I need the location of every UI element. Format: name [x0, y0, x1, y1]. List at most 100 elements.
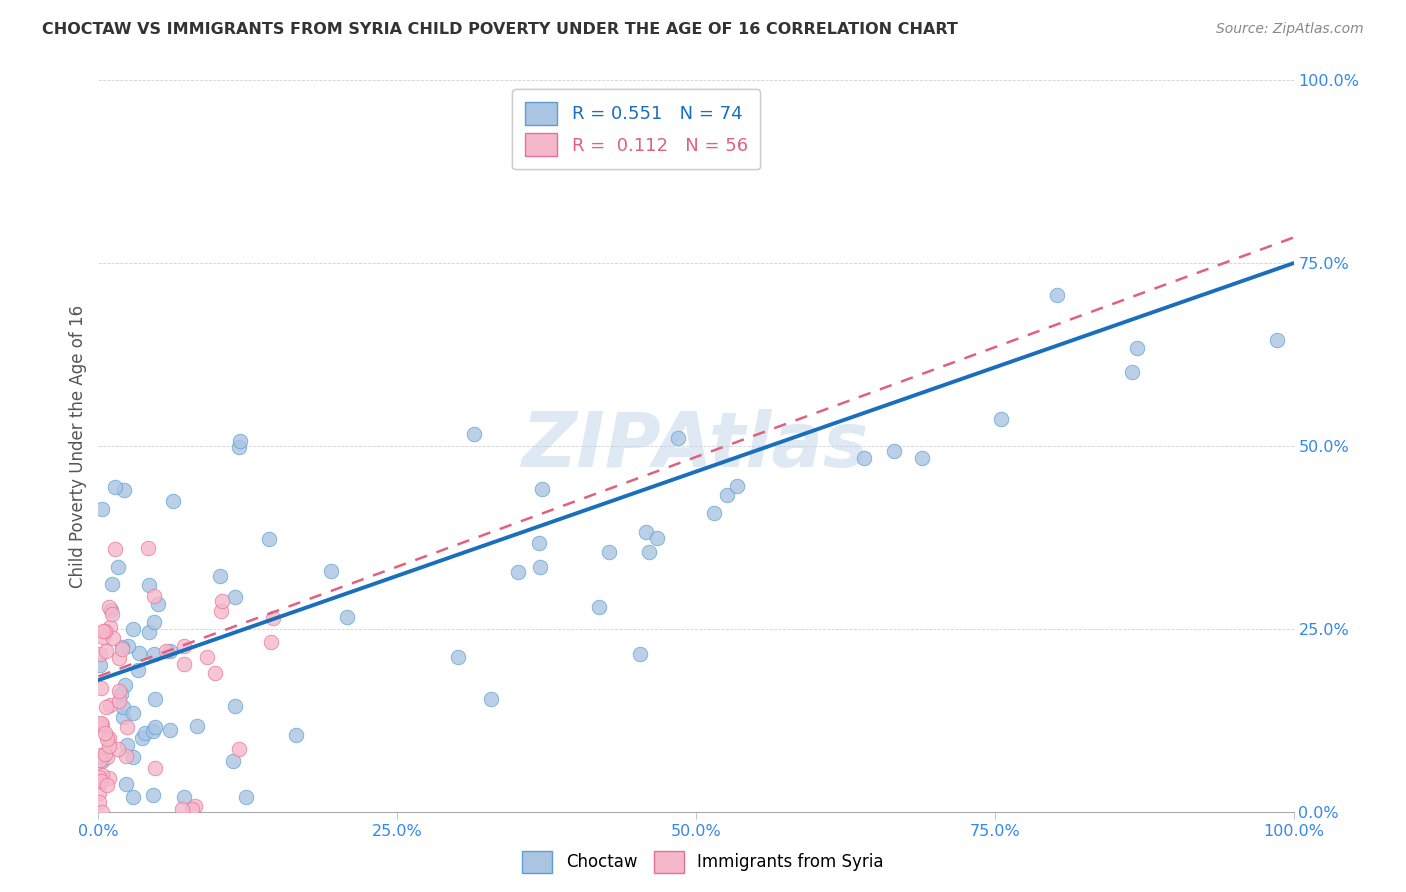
Point	[725, 479, 748, 493]
Point	[96, 778, 118, 792]
Point	[122, 622, 145, 636]
Point	[668, 431, 690, 445]
Point	[336, 610, 359, 624]
Point	[138, 578, 160, 592]
Y-axis label: Child Poverty Under the Age of 16: Child Poverty Under the Age of 16	[69, 304, 87, 588]
Point	[134, 725, 156, 739]
Point	[115, 738, 138, 752]
Point	[111, 641, 134, 656]
Point	[1265, 334, 1288, 348]
Point	[173, 657, 195, 671]
Point	[97, 739, 120, 753]
Point	[990, 412, 1012, 426]
Point	[89, 770, 111, 784]
Point	[127, 663, 149, 677]
Point	[628, 647, 651, 661]
Point	[97, 731, 120, 745]
Point	[90, 774, 112, 789]
Point	[138, 624, 160, 639]
Point	[853, 451, 876, 466]
Point	[107, 560, 129, 574]
Point	[224, 698, 246, 713]
Point	[195, 650, 218, 665]
Point	[98, 698, 121, 712]
Text: ZIPAtlas: ZIPAtlas	[522, 409, 870, 483]
Point	[479, 691, 502, 706]
Point	[142, 615, 165, 629]
Point	[90, 748, 112, 763]
Point	[173, 640, 195, 654]
Point	[104, 542, 127, 557]
Point	[463, 426, 485, 441]
Point	[111, 700, 134, 714]
Point	[89, 786, 111, 800]
Point	[159, 644, 181, 658]
Point	[527, 535, 550, 549]
Point	[91, 805, 114, 819]
Point	[211, 594, 233, 608]
Point	[131, 731, 153, 745]
Point	[89, 716, 111, 731]
Point	[103, 632, 125, 646]
Point	[143, 589, 166, 603]
Point	[98, 620, 121, 634]
Text: Source: ZipAtlas.com: Source: ZipAtlas.com	[1216, 22, 1364, 37]
Point	[93, 624, 115, 638]
Point	[222, 755, 245, 769]
Point	[703, 506, 725, 520]
Point	[142, 789, 165, 803]
Point	[209, 569, 232, 583]
Point	[90, 715, 112, 730]
Point	[112, 710, 135, 724]
Point	[229, 434, 252, 448]
Point	[170, 801, 193, 815]
Point	[90, 768, 112, 782]
Point	[1046, 288, 1069, 302]
Point	[260, 635, 283, 649]
Point	[146, 597, 169, 611]
Point	[530, 482, 553, 496]
Point	[262, 610, 284, 624]
Point	[883, 444, 905, 458]
Point	[319, 564, 342, 578]
Point	[506, 565, 529, 579]
Point	[94, 644, 117, 658]
Point	[636, 524, 658, 539]
Point	[143, 648, 166, 662]
Point	[107, 741, 129, 756]
Point	[645, 531, 668, 545]
Point	[128, 646, 150, 660]
Point	[209, 604, 232, 618]
Point	[117, 639, 139, 653]
Point	[115, 720, 138, 734]
Point	[89, 648, 111, 662]
Point	[162, 493, 184, 508]
Point	[184, 799, 207, 814]
Point	[94, 700, 117, 714]
Point	[91, 755, 114, 769]
Point	[136, 541, 159, 555]
Point	[98, 599, 121, 614]
Point	[101, 607, 124, 621]
Point	[180, 802, 202, 816]
Point	[108, 684, 131, 698]
Point	[155, 644, 177, 658]
Point	[100, 603, 122, 617]
Point	[89, 775, 111, 789]
Point	[100, 577, 122, 591]
Point	[122, 790, 145, 805]
Point	[90, 681, 112, 696]
Point	[143, 720, 166, 734]
Point	[173, 790, 195, 805]
Point	[224, 590, 246, 604]
Text: CHOCTAW VS IMMIGRANTS FROM SYRIA CHILD POVERTY UNDER THE AGE OF 16 CORRELATION C: CHOCTAW VS IMMIGRANTS FROM SYRIA CHILD P…	[42, 22, 957, 37]
Point	[90, 718, 112, 732]
Point	[97, 771, 120, 785]
Point	[186, 719, 208, 733]
Point	[110, 640, 132, 654]
Point	[108, 694, 131, 708]
Point	[235, 790, 257, 805]
Point	[114, 678, 136, 692]
Point	[588, 599, 610, 614]
Point	[114, 777, 136, 791]
